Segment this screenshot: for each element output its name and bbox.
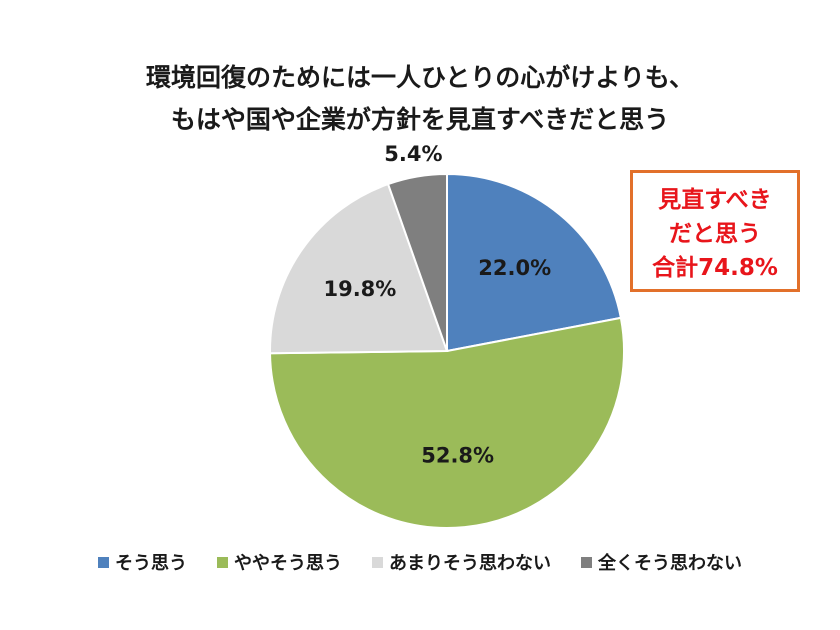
data-label: 5.4%: [384, 142, 442, 166]
legend-item-mattaku-omowanai: 全くそう思わない: [581, 549, 742, 575]
data-label: 19.8%: [323, 277, 396, 301]
legend-label: あまりそう思わない: [389, 553, 551, 574]
legend-swatch: [98, 556, 109, 568]
legend-item-yaya-sou-omou: ややそう思う: [217, 549, 342, 575]
legend-swatch: [372, 556, 383, 568]
legend-swatch: [217, 556, 228, 568]
pie-slice-yaya-sou-omou: [268, 316, 625, 529]
chart-title-line-2: もはや国や企業が方針を見直すべきだと思う: [170, 105, 670, 134]
callout-line-3: 合計74.8%: [652, 255, 778, 281]
callout-line-1: 見直すべき: [658, 187, 772, 213]
legend-item-amari-omowanai: あまりそう思わない: [372, 549, 551, 575]
callout-line-2: だと思う: [669, 221, 761, 247]
legend: そう思う ややそう思う あまりそう思わない 全くそう思わない: [0, 549, 840, 575]
data-label: 52.8%: [421, 444, 494, 468]
data-label: 22.0%: [478, 256, 551, 280]
legend-label: ややそう思う: [234, 553, 342, 574]
pie-slice-mattaku-omowanai: [386, 172, 448, 352]
total-callout-box: 見直すべき だと思う 合計74.8%: [630, 170, 800, 292]
legend-label: そう思う: [115, 553, 187, 574]
legend-item-sou-omou: そう思う: [98, 549, 187, 575]
chart-title-line-1: 環境回復のためには一人ひとりの心がけよりも、: [145, 63, 694, 92]
pie-slice-sou-omou: [446, 172, 623, 353]
legend-swatch: [581, 556, 592, 568]
legend-label: 全くそう思わない: [598, 553, 742, 574]
